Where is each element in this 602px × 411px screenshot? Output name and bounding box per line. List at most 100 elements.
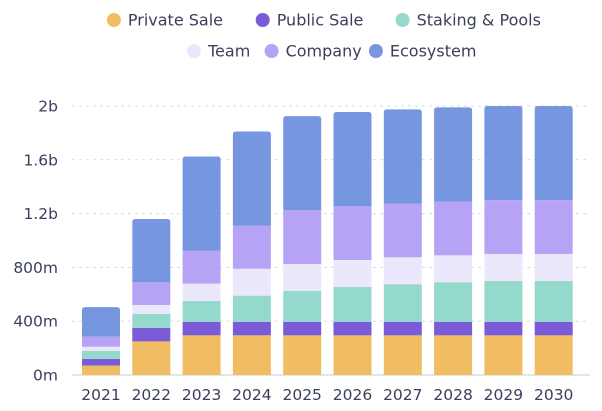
x-tick-label: 2024 [232,386,271,404]
bar-segment-public-sale-2027[interactable] [383,321,422,336]
bar-segment-ecosystem-2025[interactable] [283,116,322,211]
bar-segment-ecosystem-2027[interactable] [383,109,422,204]
chart-legend: Private Sale Public Sale Staking & Pools Te… [106,11,541,61]
x-tick-label: 2023 [182,386,221,404]
bar-segment-staking-and-pools-2025[interactable] [283,290,322,322]
bar-stack-2025[interactable] [283,116,322,375]
x-tick-label: 2030 [534,386,573,404]
bar-segment-ecosystem-2021[interactable] [82,307,120,337]
legend-swatch-public-sale [255,13,270,27]
x-tick-label: 2028 [433,386,472,404]
bar-segment-public-sale-2025[interactable] [283,321,322,336]
x-tick-label: 2029 [484,386,523,404]
bar-segment-ecosystem-2029[interactable] [484,106,523,201]
bar-stack-2022[interactable] [132,218,171,375]
legend-item-ecosystem[interactable]: Ecosystem [368,42,477,61]
bar-segment-private-sale-2027[interactable] [383,335,422,375]
bar-stack-2024[interactable] [232,131,271,375]
bar-segment-private-sale-2029[interactable] [484,335,523,375]
y-axis: 0m 400m 800m 1.2b 1.6b 2b [13,98,58,385]
legend-swatch-private-sale [106,13,121,27]
legend-label: Private Sale [128,11,223,30]
bar-segment-ecosystem-2026[interactable] [333,112,372,207]
bar-segment-team-2024[interactable] [232,268,271,296]
bar-stack-2027[interactable] [383,109,422,375]
bar-segment-company-2023[interactable] [182,250,221,284]
bar-segment-team-2026[interactable] [333,260,372,287]
bar-segment-team-2025[interactable] [283,264,322,291]
bar-segment-private-sale-2023[interactable] [182,335,221,375]
bar-segment-private-sale-2025[interactable] [283,335,322,375]
bar-segment-team-2027[interactable] [383,257,422,285]
bar-segment-company-2025[interactable] [283,210,322,265]
bar-segment-staking-and-pools-2024[interactable] [232,295,271,322]
bar-segment-staking-and-pools-2022[interactable] [132,313,171,328]
legend-item-public-sale[interactable]: Public Sale [255,11,364,30]
bar-segment-team-2029[interactable] [484,253,523,281]
bar-segment-staking-and-pools-2021[interactable] [82,350,120,359]
bar-segment-team-2021[interactable] [82,346,120,351]
bar-segment-private-sale-2028[interactable] [434,335,473,375]
y-tick-label: 1.2b [24,205,59,223]
bar-stack-2030[interactable] [534,106,573,375]
bar-stack-2021[interactable] [82,307,120,375]
bar-segment-company-2021[interactable] [82,336,120,347]
bar-segment-staking-and-pools-2029[interactable] [484,280,523,322]
bar-segment-private-sale-2026[interactable] [333,335,372,375]
legend-item-private-sale[interactable]: Private Sale [106,11,223,30]
bar-segment-team-2030[interactable] [534,253,573,281]
legend-item-team[interactable]: Team [187,42,250,61]
bar-stack-2029[interactable] [484,106,523,375]
x-tick-label: 2022 [132,386,171,404]
legend-label: Company [286,42,362,61]
bar-segment-private-sale-2022[interactable] [132,341,171,375]
bar-segment-company-2028[interactable] [434,201,473,256]
bar-segment-company-2027[interactable] [383,203,422,258]
bar-segment-ecosystem-2024[interactable] [232,131,271,226]
bar-segment-staking-and-pools-2030[interactable] [534,280,573,322]
bar-segment-public-sale-2024[interactable] [232,321,271,336]
x-tick-label: 2025 [282,386,321,404]
bar-segment-private-sale-2030[interactable] [534,335,573,375]
bar-segment-private-sale-2024[interactable] [232,335,271,375]
bar-segment-staking-and-pools-2027[interactable] [383,284,422,322]
bar-segment-public-sale-2023[interactable] [182,321,221,336]
legend-item-company[interactable]: Company [264,42,362,61]
bar-segment-public-sale-2026[interactable] [333,321,372,336]
legend-item-staking-and-pools[interactable]: Staking & Pools [395,11,541,30]
bar-segment-company-2026[interactable] [333,206,372,261]
bar-segment-ecosystem-2022[interactable] [132,218,171,283]
bar-segment-public-sale-2028[interactable] [434,321,473,336]
y-tick-label: 800m [13,259,58,277]
x-tick-label: 2027 [383,386,422,404]
bar-stack-2026[interactable] [333,112,372,375]
bar-segment-public-sale-2022[interactable] [132,327,171,342]
bar-segment-ecosystem-2030[interactable] [534,106,573,201]
bar-segment-private-sale-2021[interactable] [82,365,120,375]
legend-swatch-team [187,44,201,58]
bar-segment-team-2023[interactable] [182,283,221,302]
bar-segment-staking-and-pools-2023[interactable] [182,301,221,322]
bar-segment-company-2030[interactable] [534,200,573,254]
bar-stack-2028[interactable] [434,107,473,375]
legend-swatch-staking-and-pools [395,13,410,27]
bar-segment-company-2022[interactable] [132,282,171,306]
bar-stack-2023[interactable] [182,156,221,375]
bar-segment-company-2029[interactable] [484,200,523,254]
x-tick-label: 2026 [333,386,372,404]
bar-segment-public-sale-2021[interactable] [82,358,120,366]
bar-segment-public-sale-2030[interactable] [534,321,573,336]
y-tick-label: 1.6b [24,151,59,169]
bar-segment-team-2028[interactable] [434,255,473,283]
bar-segment-staking-and-pools-2028[interactable] [434,282,473,322]
legend-label: Team [207,42,250,61]
bar-segment-team-2022[interactable] [132,305,171,314]
legend-label: Public Sale [277,11,364,30]
bar-segment-company-2024[interactable] [232,225,271,269]
bar-segment-ecosystem-2023[interactable] [182,156,221,251]
bar-segment-ecosystem-2028[interactable] [434,107,473,202]
bar-segment-staking-and-pools-2026[interactable] [333,286,372,322]
bar-segment-public-sale-2029[interactable] [484,321,523,336]
legend-swatch-ecosystem [368,44,383,58]
